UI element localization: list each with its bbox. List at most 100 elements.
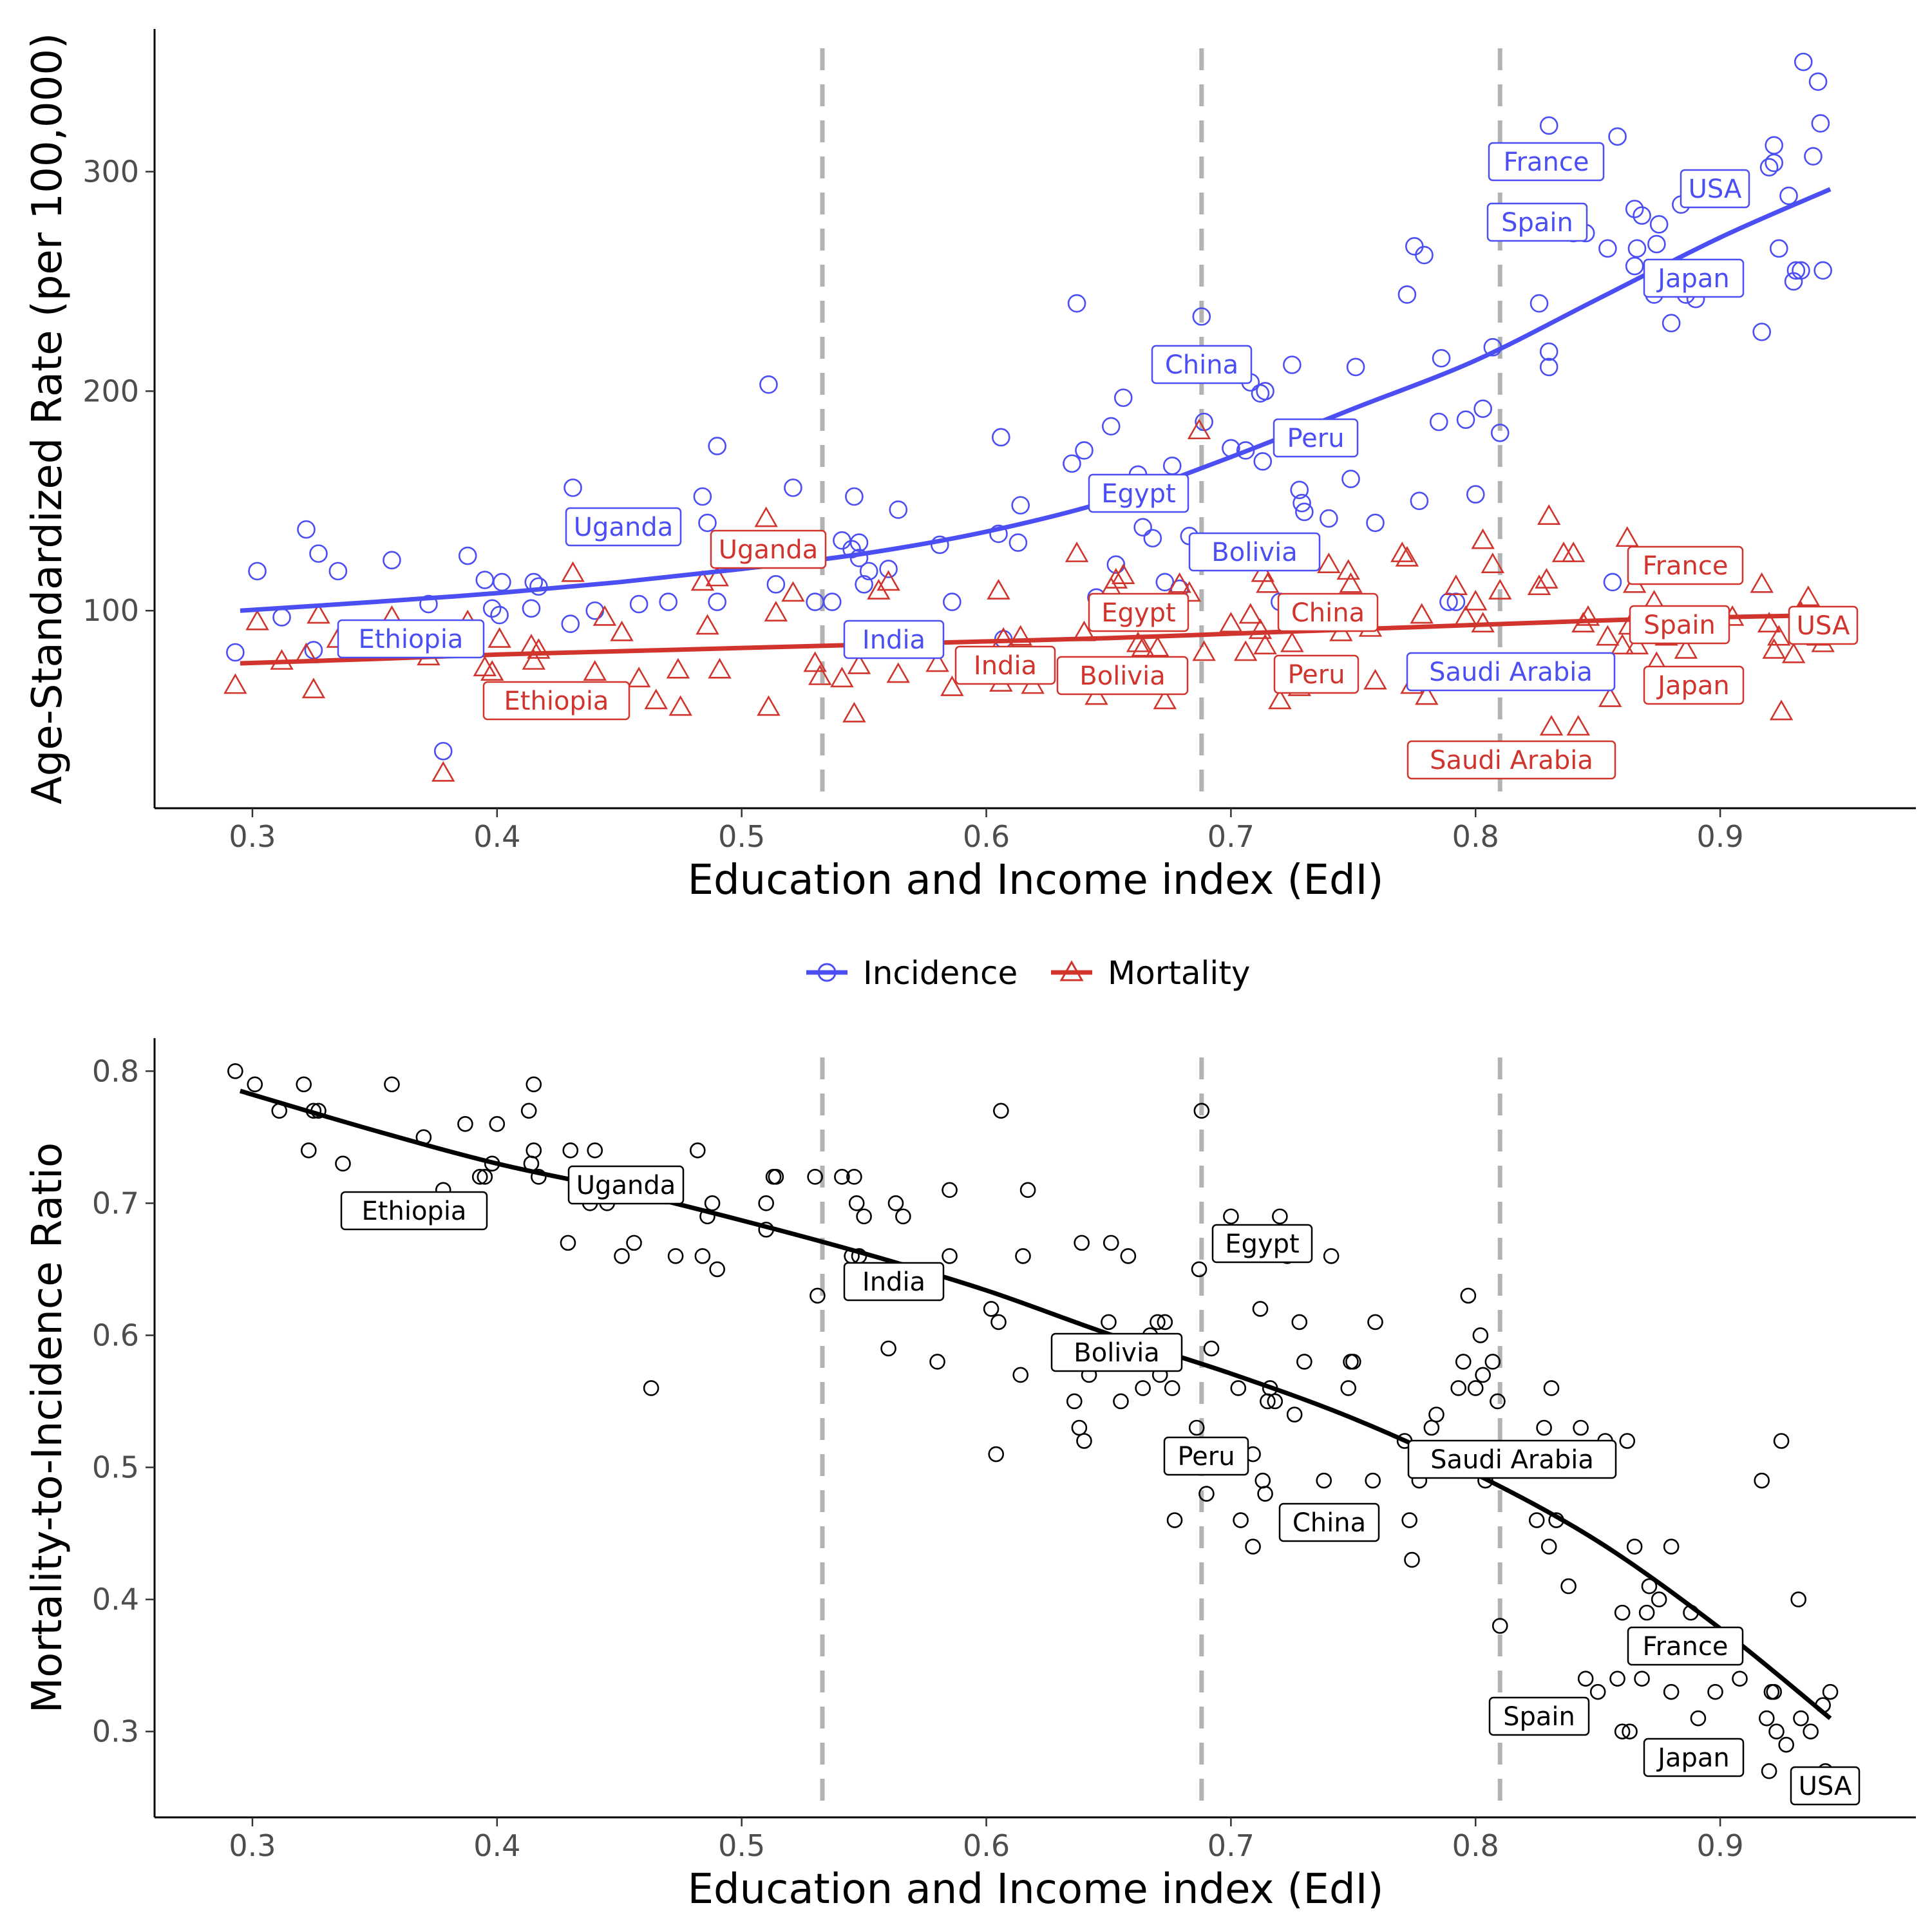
incidence-point: [1625, 256, 1644, 276]
incidence-point: [822, 592, 842, 611]
mortality-point: [705, 565, 729, 587]
ratio-point: [1793, 1710, 1809, 1727]
incidence-point: [659, 592, 678, 611]
incidence-point: [845, 487, 864, 506]
mortality-country-label: Spain: [1643, 611, 1716, 640]
top-label-box: [565, 507, 682, 547]
incidence-point: [708, 592, 726, 611]
incidence-point: [1608, 127, 1627, 146]
ratio-point: [1267, 1393, 1283, 1410]
incidence-point: [1253, 452, 1273, 471]
ratio-point: [1536, 1419, 1552, 1436]
mortality-point: [1339, 572, 1363, 593]
ratio-point: [384, 1076, 400, 1093]
mortality-country-label: Saudi Arabia: [1430, 746, 1593, 775]
ratio-point: [768, 1169, 784, 1185]
ratio-point: [1560, 1578, 1577, 1595]
mortality-point: [987, 578, 1010, 600]
ratio-point: [1543, 1380, 1560, 1396]
ratio-point: [1076, 1433, 1092, 1449]
incidence-point: [1009, 533, 1028, 552]
incidence-point: [1405, 237, 1424, 256]
ratio-point: [1198, 1486, 1215, 1502]
top-label-box: [843, 620, 945, 659]
ratio-point: [1101, 1314, 1117, 1331]
incidence-country-label: Bolivia: [1211, 538, 1297, 567]
mortality-point: [1009, 625, 1032, 646]
incidence-point: [1625, 200, 1644, 218]
incidence-point: [1106, 555, 1126, 574]
mortality-point: [301, 677, 326, 699]
ratio-point: [880, 1340, 896, 1357]
mortality-point: [1674, 638, 1698, 659]
ratio-point: [704, 1195, 721, 1211]
ratio-point: [993, 1103, 1009, 1119]
bottom-panel: Ethiopia Uganda India Egypt Bolivia Peru China…: [24, 1038, 1916, 1913]
incidence-point: [458, 546, 477, 565]
ratio-point: [1690, 1710, 1707, 1727]
mortality-point: [527, 638, 551, 659]
incidence-point: [522, 599, 541, 618]
incidence-country-label: France: [1503, 147, 1589, 177]
bottom-x-tick-label: 0.7: [1208, 1828, 1255, 1863]
ratio-point: [942, 1182, 958, 1198]
top-label-box: [482, 681, 630, 721]
bottom-x-tick-label: 0.8: [1452, 1828, 1499, 1863]
legend-mortality-label: Mortality: [1108, 954, 1251, 992]
top-label-box: [1273, 418, 1359, 458]
incidence-point: [1649, 215, 1669, 234]
ratio-point: [1622, 1723, 1638, 1739]
incidence-country-label: Japan: [1656, 264, 1730, 294]
incidence-country-label: Uganda: [574, 513, 673, 542]
bottom-label-box: [843, 1262, 945, 1302]
top-x-tick-label: 0.8: [1452, 819, 1499, 854]
bottom-country-label: USA: [1799, 1772, 1852, 1801]
top-x-tick-label: 0.3: [229, 819, 276, 854]
ratio-point: [1257, 1486, 1273, 1502]
ratio-point: [1428, 1406, 1444, 1423]
incidence-point: [1539, 357, 1558, 377]
incidence-point: [1162, 456, 1182, 475]
incidence-point: [784, 478, 802, 497]
ratio-point: [1540, 1539, 1557, 1555]
mortality-point: [1238, 603, 1263, 624]
mortality-point: [1527, 574, 1551, 596]
ratio-point: [807, 1169, 823, 1185]
ratio-point: [1404, 1551, 1420, 1568]
ratio-point: [1573, 1419, 1589, 1436]
top-y-tick-label: 200: [82, 374, 139, 408]
top-x-tick-label: 0.9: [1697, 819, 1744, 854]
incidence-point: [1808, 72, 1828, 91]
mortality-point: [561, 561, 585, 582]
mortality-point: [1187, 419, 1211, 440]
ratio-point: [1296, 1354, 1312, 1370]
mortality-point: [696, 614, 719, 635]
top-label-box: [1056, 656, 1189, 696]
bottom-y-tick-label: 0.7: [92, 1186, 139, 1220]
mortality-point: [644, 688, 668, 710]
incidence-point: [490, 605, 509, 625]
bottom-country-label: Ethiopia: [362, 1197, 467, 1226]
incidence-trend-line: [240, 187, 1832, 613]
mortality-point: [1576, 605, 1600, 626]
mortality-point: [1767, 625, 1791, 646]
ratio-point: [1252, 1301, 1269, 1317]
top-label-box: [1643, 665, 1745, 705]
mortality-country-label: Bolivia: [1079, 661, 1165, 691]
mortality-point: [522, 649, 546, 670]
mortality-point: [1177, 581, 1202, 602]
incidence-point: [1765, 153, 1783, 173]
bottom-x-tick-label: 0.4: [473, 1828, 520, 1863]
mortality-point: [886, 662, 911, 683]
incidence-point: [1792, 261, 1810, 280]
ratio-point: [1401, 1512, 1417, 1528]
mortality-point: [1390, 541, 1414, 562]
incidence-point: [1811, 114, 1830, 133]
mortality-point: [223, 673, 247, 694]
incidence-point: [759, 375, 778, 394]
ratio-point: [1467, 1380, 1484, 1396]
ratio-point: [1365, 1472, 1381, 1489]
incidence-point: [1101, 417, 1121, 436]
bottom-label-box: [1163, 1436, 1249, 1476]
bottom-country-label: France: [1642, 1632, 1728, 1662]
